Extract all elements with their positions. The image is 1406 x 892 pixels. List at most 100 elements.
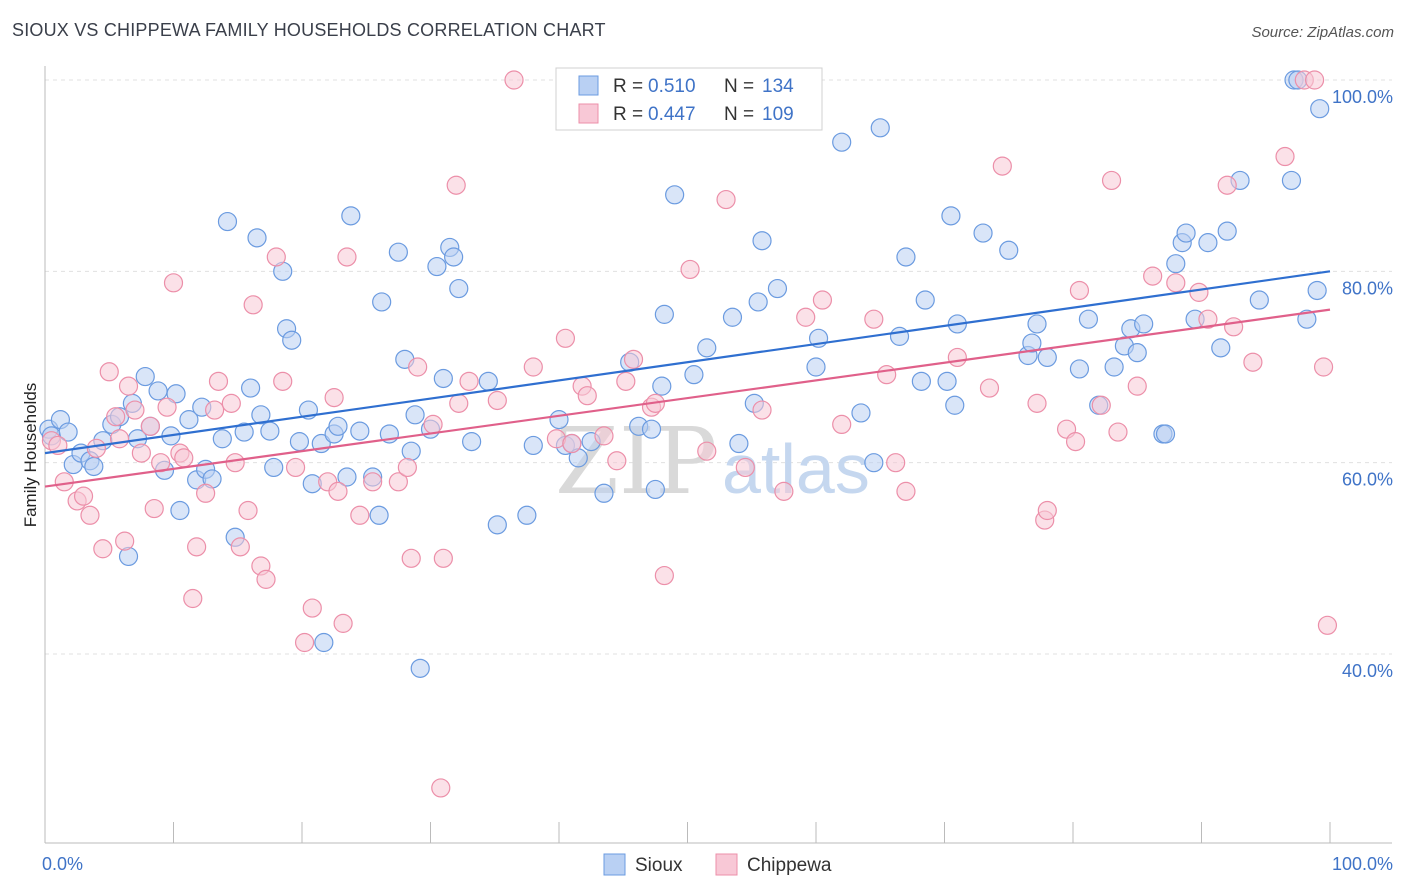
chippewa-point xyxy=(896,481,916,501)
chippewa-point xyxy=(273,371,293,391)
chippewa-point xyxy=(208,371,229,391)
sioux-point xyxy=(1104,357,1124,377)
chippewa-r-value: 0.447 xyxy=(648,104,696,125)
axes xyxy=(44,66,1392,844)
sioux-trend-line xyxy=(44,270,1331,455)
sioux-point xyxy=(1297,309,1317,329)
chippewa-point xyxy=(302,598,322,618)
chippewa-swatch xyxy=(578,103,599,124)
chippewa-point xyxy=(1101,170,1122,191)
y-tick-label-40: 40.0% xyxy=(1342,661,1393,681)
chippewa-n-label: N = xyxy=(724,104,754,125)
sioux-point xyxy=(388,242,408,262)
chippewa-point xyxy=(93,539,113,559)
chippewa-point xyxy=(1217,175,1237,195)
sioux-point xyxy=(234,422,254,442)
chippewa-point xyxy=(594,426,614,446)
sioux-r-value: 0.510 xyxy=(648,76,696,97)
sioux-point xyxy=(289,432,310,452)
sioux-n-value: 134 xyxy=(762,76,794,97)
sioux-point xyxy=(58,422,78,442)
chippewa-point xyxy=(230,537,250,557)
chippewa-points xyxy=(41,70,1338,798)
chippewa-point xyxy=(487,390,507,411)
chippewa-point xyxy=(337,247,357,267)
sioux-point xyxy=(247,228,267,248)
chippewa-point xyxy=(109,429,130,449)
chippewa-point xyxy=(163,273,184,293)
sioux-point xyxy=(851,403,871,423)
sioux-point xyxy=(337,467,357,487)
chippewa-point xyxy=(562,433,582,454)
sioux-point xyxy=(1037,347,1057,368)
sioux-point xyxy=(937,371,957,391)
sioux-point xyxy=(487,515,507,535)
sioux-point xyxy=(166,384,186,404)
sioux-point xyxy=(832,132,852,152)
sioux-point xyxy=(1134,314,1154,334)
chippewa-point xyxy=(1127,376,1147,396)
chippewa-point xyxy=(431,778,451,798)
sioux-point xyxy=(433,368,453,389)
sioux-point xyxy=(148,381,168,401)
chippewa-point xyxy=(397,457,417,478)
sioux-point xyxy=(652,376,672,396)
sioux-point xyxy=(369,505,389,525)
sioux-point xyxy=(84,456,104,477)
legend-sioux-label: Sioux xyxy=(635,855,683,876)
chippewa-point xyxy=(449,393,469,413)
y-tick-label-100: 100.0% xyxy=(1332,87,1393,107)
chippewa-point xyxy=(388,472,408,492)
y-tick-label-60: 60.0% xyxy=(1342,470,1393,490)
sioux-point xyxy=(1176,223,1196,243)
sioux-point xyxy=(665,185,685,205)
chippewa-point xyxy=(735,457,755,478)
chippewa-point xyxy=(1065,432,1086,452)
chippewa-point xyxy=(1224,317,1244,337)
sioux-point xyxy=(260,421,280,441)
chippewa-point xyxy=(1243,352,1263,372)
sioux-point xyxy=(1078,309,1099,329)
chippewa-point xyxy=(157,397,177,417)
chippewa-point xyxy=(324,388,344,408)
chippewa-point xyxy=(243,295,263,315)
chippewa-point xyxy=(187,537,207,557)
chippewa-point xyxy=(328,481,348,501)
chippewa-point xyxy=(99,362,119,382)
y-axis-title: Family Households xyxy=(21,383,40,528)
sioux-point xyxy=(217,211,238,232)
sioux-point xyxy=(264,457,284,478)
chippewa-point xyxy=(54,472,74,492)
chippewa-point xyxy=(1027,393,1047,413)
chippewa-point xyxy=(408,357,428,377)
chippewa-point xyxy=(832,414,852,434)
chippewa-point xyxy=(225,453,245,473)
sioux-point xyxy=(523,435,543,456)
sioux-point xyxy=(372,292,392,312)
sioux-point xyxy=(864,453,884,473)
legend-chippewa-label: Chippewa xyxy=(747,855,832,876)
x-tick-label-max: 100.0% xyxy=(1332,854,1393,874)
chippewa-point xyxy=(144,498,164,519)
chippewa-trend-line xyxy=(44,308,1331,488)
sioux-point xyxy=(1127,343,1147,363)
chippewa-point xyxy=(86,438,107,458)
sioux-point xyxy=(478,371,498,391)
sioux-point xyxy=(1166,254,1186,274)
sioux-point xyxy=(135,366,155,387)
sioux-point xyxy=(328,416,348,436)
chippewa-point xyxy=(285,457,306,478)
chippewa-point xyxy=(992,156,1012,176)
sioux-point xyxy=(241,378,261,398)
sioux-point xyxy=(896,247,916,267)
chippewa-point xyxy=(266,247,286,267)
sioux-point xyxy=(212,429,232,449)
chippewa-point xyxy=(716,189,736,210)
chippewa-point xyxy=(80,505,100,525)
sioux-point xyxy=(1281,170,1302,191)
sioux-point xyxy=(806,357,826,377)
chippewa-point xyxy=(363,472,383,492)
sioux-point xyxy=(462,432,482,452)
sioux-points xyxy=(39,70,1330,678)
chippewa-point xyxy=(796,307,816,327)
